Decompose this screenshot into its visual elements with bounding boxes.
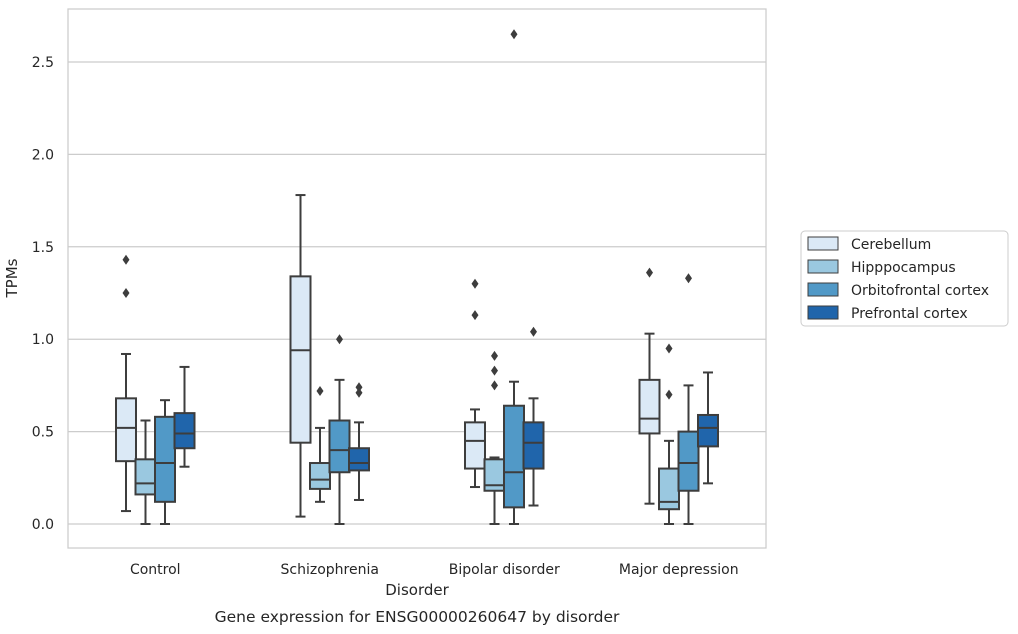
- legend-label: Orbitofrontal cortex: [851, 283, 989, 299]
- outlier-point: [530, 326, 537, 337]
- y-axis-label: TPMs: [3, 258, 21, 298]
- legend-label: Cerebellum: [851, 237, 931, 253]
- outlier-point: [491, 380, 498, 391]
- box-group: [464, 29, 545, 525]
- outlier-point: [355, 387, 363, 398]
- box-group: [638, 267, 719, 525]
- outlier-point: [491, 365, 498, 376]
- box: [348, 447, 370, 472]
- box: [309, 462, 331, 490]
- chart-title: Gene expression for ENSG00000260647 by d…: [215, 608, 620, 626]
- y-tick-label: 1.0: [32, 332, 54, 348]
- outlier-point: [336, 334, 343, 345]
- box-group: [115, 254, 196, 525]
- box: [328, 419, 351, 474]
- box: [154, 415, 176, 503]
- box: [134, 458, 157, 496]
- outlier-point: [316, 385, 324, 396]
- x-tick-label: Schizophrenia: [281, 562, 379, 578]
- legend-swatch: [807, 259, 839, 274]
- box-groups: [115, 29, 719, 525]
- legend-label: Prefrontal cortex: [851, 306, 968, 322]
- x-tick-label: Bipolar disorder: [449, 562, 560, 578]
- box: [522, 421, 545, 470]
- box: [677, 430, 700, 492]
- plot-frame: [67, 8, 767, 549]
- outlier-point: [122, 288, 130, 298]
- legend-swatch: [807, 282, 839, 297]
- box: [464, 421, 486, 470]
- outlier-point: [646, 267, 653, 278]
- y-tick-label: 0.0: [32, 517, 54, 533]
- outlier-point: [510, 29, 518, 40]
- legend-swatch: [807, 236, 839, 251]
- outlier-point: [122, 254, 130, 265]
- legend: Cerebellum Hipppocampus Orbitofrontal cort…: [800, 230, 1009, 327]
- y-tick-label: 0.5: [32, 425, 54, 441]
- box: [503, 404, 525, 509]
- outlier-point: [665, 389, 673, 400]
- y-tick-labels: 0.0 0.5 1.0 1.5 2.0 2.5: [32, 55, 54, 533]
- x-tick-label: Control: [130, 562, 181, 578]
- legend-swatch: [807, 305, 839, 320]
- x-tick-labels: Control Schizophrenia Bipolar disorder Majo…: [130, 562, 739, 578]
- box: [638, 378, 661, 435]
- x-tick-label: Major depression: [619, 562, 739, 578]
- box: [658, 467, 680, 511]
- outlier-point: [471, 278, 479, 289]
- x-axis-label: Disorder: [385, 581, 449, 599]
- y-tick-label: 2.0: [32, 147, 54, 163]
- box: [173, 412, 196, 450]
- box-group: [289, 194, 370, 525]
- outlier-point: [685, 273, 692, 284]
- box: [697, 413, 719, 448]
- legend-frame: [800, 230, 1009, 327]
- box: [289, 275, 312, 444]
- legend-label: Hipppocampus: [851, 260, 956, 276]
- outlier-point: [665, 343, 673, 354]
- box: [115, 397, 137, 463]
- y-tick-label: 1.5: [32, 240, 54, 256]
- outlier-point: [491, 350, 498, 361]
- outlier-point: [471, 310, 479, 321]
- outlier-point: [355, 382, 363, 393]
- y-tick-label: 2.5: [32, 55, 54, 71]
